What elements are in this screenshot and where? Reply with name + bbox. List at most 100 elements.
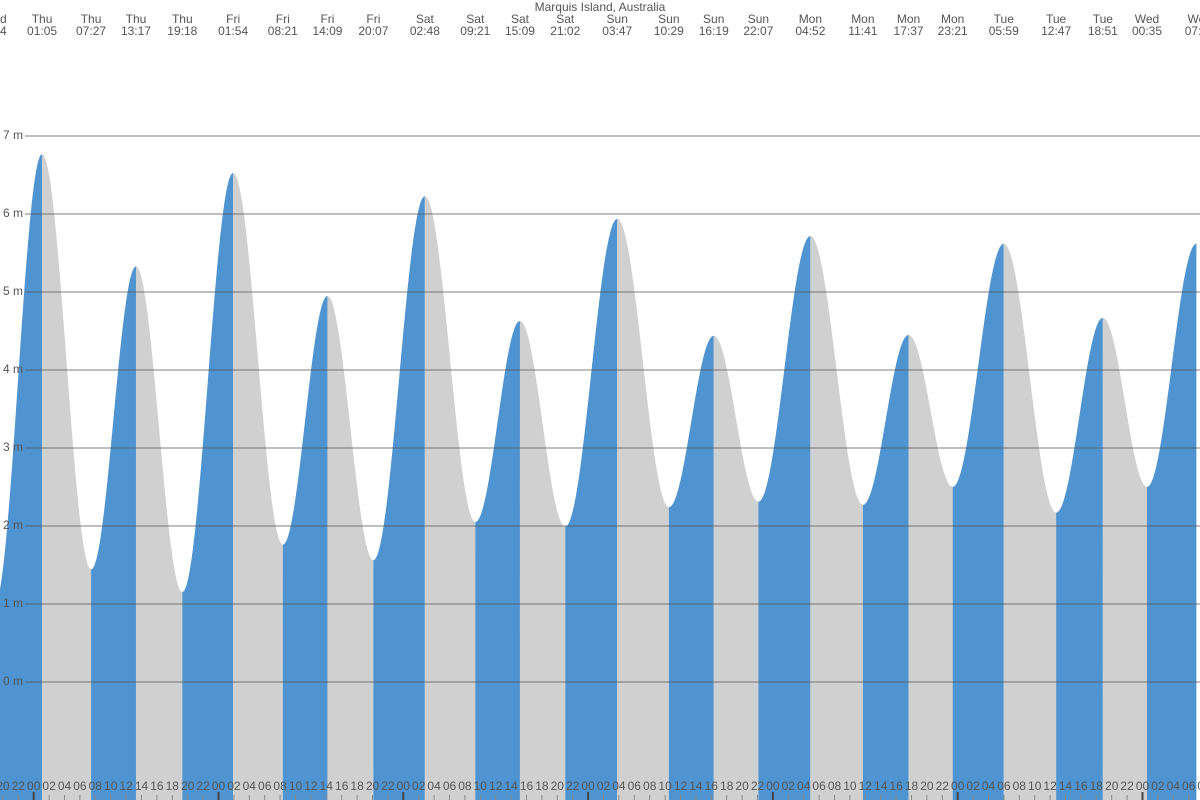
hour-label: 14 (320, 779, 334, 793)
hour-label: 14 (135, 779, 149, 793)
event-day: Tue (994, 12, 1015, 26)
event-day: Thu (32, 12, 53, 26)
event-day: Mon (941, 12, 964, 26)
event-time: 13:17 (121, 24, 151, 38)
ebb-area (42, 153, 92, 800)
event-day: Fri (320, 12, 334, 26)
hour-label: 18 (905, 779, 919, 793)
hour-label: 18 (720, 779, 734, 793)
hour-label: 04 (982, 779, 996, 793)
chart-title: Marquis Island, Australia (535, 0, 666, 14)
hour-label: 02 (597, 779, 611, 793)
ebb-area (519, 320, 566, 800)
hour-label: 00 (212, 779, 226, 793)
hour-label: 10 (658, 779, 672, 793)
hour-label: 12 (119, 779, 133, 793)
event-day: Tue (1046, 12, 1067, 26)
hour-label: 18 (1090, 779, 1104, 793)
hour-label: 12 (1043, 779, 1057, 793)
event-day: Wed (1135, 12, 1159, 26)
hour-label: 22 (196, 779, 210, 793)
hour-label: 20 (0, 779, 10, 793)
event-day: Fri (226, 12, 240, 26)
hour-label: 10 (104, 779, 118, 793)
ebb-area (327, 295, 374, 800)
hour-label: 04 (612, 779, 626, 793)
hour-label: 02 (782, 779, 796, 793)
hour-label: 08 (1197, 779, 1200, 793)
hour-label: 08 (1013, 779, 1027, 793)
hour-label: 04 (797, 779, 811, 793)
hour-label: 14 (504, 779, 518, 793)
hour-label: 00 (951, 779, 965, 793)
flood-area (565, 218, 618, 800)
y-tick-label: 0 m (3, 674, 23, 688)
hour-label: 06 (73, 779, 87, 793)
flood-area (475, 320, 520, 800)
event-day: Sat (416, 12, 435, 26)
event-day: Tue (1093, 12, 1114, 26)
hour-label: 22 (12, 779, 26, 793)
hour-label: 14 (689, 779, 703, 793)
ebb-area (1003, 243, 1057, 800)
event-time: 16:19 (699, 24, 729, 38)
hour-label: 08 (643, 779, 657, 793)
event-time: 08:21 (268, 24, 298, 38)
flood-area (282, 295, 328, 800)
hour-label: 00 (397, 779, 411, 793)
event-day: Thu (81, 12, 102, 26)
event-time: 03:47 (602, 24, 632, 38)
hour-label: 16 (889, 779, 903, 793)
hour-label: 04 (427, 779, 441, 793)
hour-label: 16 (520, 779, 534, 793)
hour-label: 02 (966, 779, 980, 793)
event-time: 02:48 (410, 24, 440, 38)
y-tick-label: 3 m (3, 440, 23, 454)
hour-label: 08 (828, 779, 842, 793)
hour-label: 20 (366, 779, 380, 793)
hour-label: 16 (335, 779, 349, 793)
y-tick-label: 7 m (3, 128, 23, 142)
hour-label: 20 (1105, 779, 1119, 793)
hour-label: 16 (150, 779, 164, 793)
y-tick-label: 5 m (3, 284, 23, 298)
event-day: Sun (703, 12, 724, 26)
event-day: Mon (897, 12, 920, 26)
hour-label: 18 (166, 779, 180, 793)
event-time: 01:54 (218, 24, 248, 38)
event-time: 4 (0, 24, 7, 38)
hour-label: 14 (874, 779, 888, 793)
event-day: Sat (511, 12, 530, 26)
grid (25, 135, 1200, 683)
hour-label: 16 (705, 779, 719, 793)
event-time: 12:47 (1041, 24, 1071, 38)
event-time: 07:27 (76, 24, 106, 38)
hour-label: 18 (350, 779, 364, 793)
event-day: Mon (799, 12, 822, 26)
ebb-area (908, 334, 953, 800)
y-tick-label: 6 m (3, 206, 23, 220)
event-time: 22:07 (743, 24, 773, 38)
event-time: 18:51 (1088, 24, 1118, 38)
event-time: 20:07 (358, 24, 388, 38)
hour-label: 12 (304, 779, 318, 793)
event-time: 11:41 (848, 24, 877, 38)
hour-label: 08 (273, 779, 287, 793)
y-tick-label: 2 m (3, 518, 23, 532)
hour-label: 00 (1136, 779, 1150, 793)
labels: 0 m1 m2 m3 m4 m5 m6 m7 md4Thu01:05Thu07:… (0, 12, 1200, 800)
hour-label: 22 (566, 779, 580, 793)
event-time: 21:02 (550, 24, 580, 38)
event-day: Fri (366, 12, 380, 26)
hour-label: 10 (843, 779, 857, 793)
ebb-area (1102, 317, 1147, 800)
ebb-area (233, 172, 283, 800)
event-day: Fri (276, 12, 290, 26)
event-time: 23:21 (938, 24, 968, 38)
hour-label: 04 (243, 779, 257, 793)
hour-label: 06 (997, 779, 1011, 793)
hour-label: 12 (674, 779, 688, 793)
hour-label: 02 (1151, 779, 1165, 793)
